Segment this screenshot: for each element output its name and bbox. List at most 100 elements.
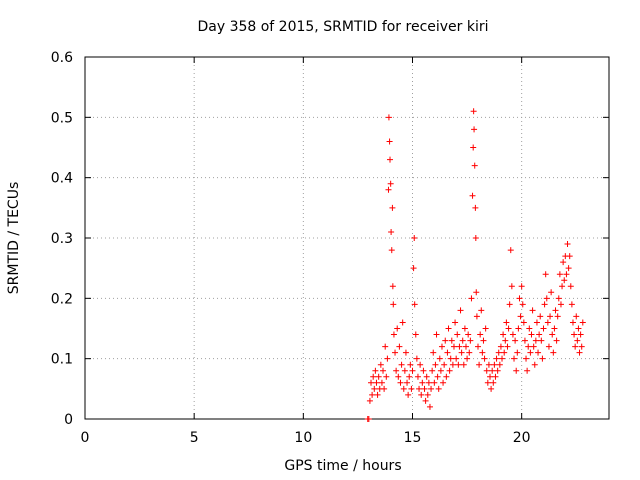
data-point (373, 379, 380, 386)
data-point (426, 403, 433, 410)
data-point (536, 331, 543, 338)
data-point (381, 385, 388, 392)
data-point (506, 301, 513, 308)
data-point (371, 385, 378, 392)
data-point (446, 367, 453, 374)
data-point (374, 391, 381, 398)
data-point (393, 367, 400, 374)
y-tick-label: 0.6 (51, 50, 73, 66)
x-axis-label: GPS time / hours (284, 458, 401, 474)
data-point (384, 355, 391, 362)
data-point (544, 319, 551, 326)
data-point (535, 349, 542, 356)
data-point (366, 397, 373, 404)
data-point (497, 343, 504, 350)
data-point (404, 379, 411, 386)
data-point (554, 313, 561, 320)
data-point (557, 301, 564, 308)
data-point (492, 373, 499, 380)
data-point (494, 367, 501, 374)
data-point (470, 144, 477, 151)
data-point (421, 385, 428, 392)
data-point (502, 337, 509, 344)
data-point (576, 349, 583, 356)
data-point (493, 355, 500, 362)
data-point (444, 349, 451, 356)
axis-ticks: 0 5 10 15 20 0 0.1 0.2 0.3 0.4 0.5 0.6 (51, 50, 609, 446)
data-point (551, 325, 558, 332)
data-point (560, 259, 567, 266)
data-point (491, 361, 498, 368)
data-point (578, 343, 585, 350)
data-point (520, 319, 527, 326)
data-points (364, 108, 586, 422)
y-axis-label: SRMTID / TECUs (6, 182, 22, 295)
data-point (525, 343, 532, 350)
data-point (559, 283, 566, 290)
data-point (435, 385, 442, 392)
data-point (553, 337, 560, 344)
data-point (436, 355, 443, 362)
data-point (377, 361, 384, 368)
data-point (434, 373, 441, 380)
data-point (378, 379, 385, 386)
data-point (505, 325, 512, 332)
data-point (372, 367, 379, 374)
data-point (405, 391, 412, 398)
data-point (392, 349, 399, 356)
data-point (504, 343, 511, 350)
data-point (567, 283, 574, 290)
data-point (577, 331, 584, 338)
data-point (455, 361, 462, 368)
data-point (568, 301, 575, 308)
data-point (479, 349, 486, 356)
data-point (414, 373, 421, 380)
data-point (380, 367, 387, 374)
data-point (390, 301, 397, 308)
data-point (402, 349, 409, 356)
data-point (569, 319, 576, 326)
data-point (452, 319, 459, 326)
data-point (563, 271, 570, 278)
data-point (425, 379, 432, 386)
x-tick-label: 15 (404, 430, 422, 446)
data-point (575, 325, 582, 332)
data-point (450, 343, 457, 350)
data-point (387, 156, 394, 163)
data-point (538, 337, 545, 344)
data-point (437, 367, 444, 374)
data-point (430, 349, 437, 356)
data-point (481, 355, 488, 362)
data-point (467, 337, 474, 344)
x-tick-label: 20 (513, 430, 531, 446)
data-point (390, 331, 397, 338)
data-point (530, 343, 537, 350)
data-point (431, 379, 438, 386)
data-point (507, 247, 514, 254)
data-point (499, 355, 506, 362)
y-tick-label: 0.4 (51, 171, 73, 187)
data-point (432, 361, 439, 368)
data-point (388, 228, 395, 235)
data-point (572, 343, 579, 350)
data-point (422, 397, 429, 404)
data-point (408, 385, 415, 392)
data-point (365, 416, 372, 422)
data-point (417, 361, 424, 368)
data-point (382, 343, 389, 350)
data-point (476, 361, 483, 368)
data-point (454, 331, 461, 338)
y-tick-label: 0.1 (51, 352, 73, 368)
data-point (540, 325, 547, 332)
data-point (552, 307, 559, 314)
data-point (445, 325, 452, 332)
data-point (369, 391, 376, 398)
plot-frame (84, 56, 610, 420)
data-point (521, 337, 528, 344)
data-point (441, 361, 448, 368)
data-point (472, 204, 479, 211)
data-point (368, 379, 375, 386)
data-point (459, 337, 466, 344)
data-point (477, 331, 484, 338)
